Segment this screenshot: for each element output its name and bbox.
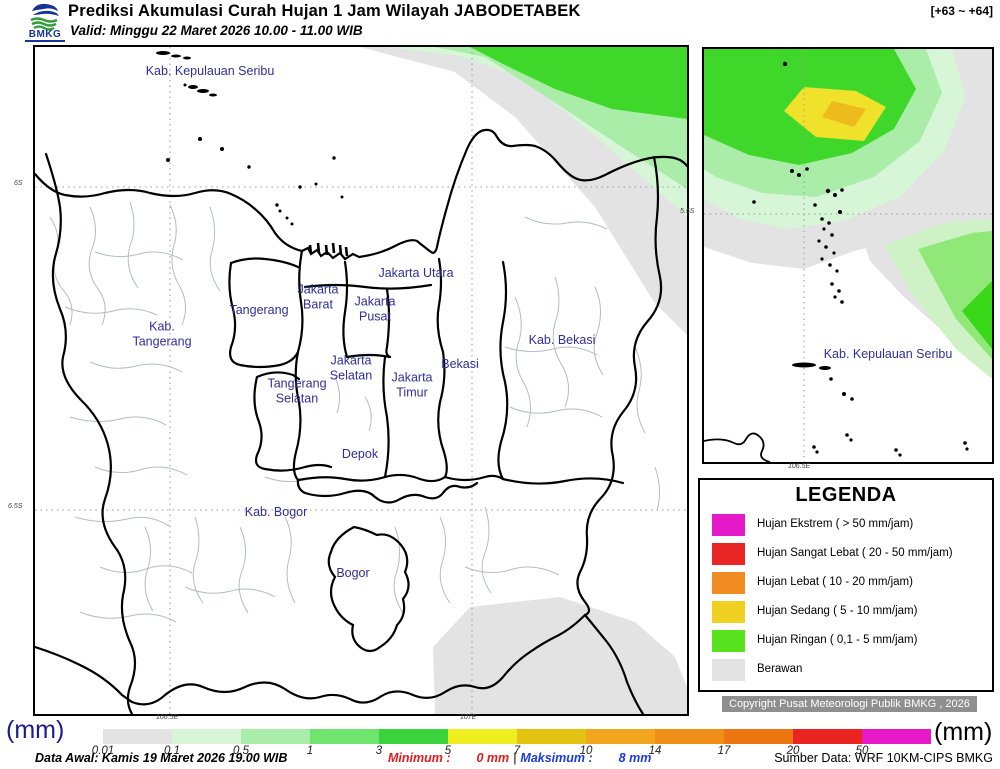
colorbar-tick-label: 3 [375,745,383,757]
minimum-value: 0 mm [476,751,510,765]
legend-color-swatch [712,543,745,565]
colorbar-segment [241,729,310,744]
axis-label-106-5e: 106.5E [156,714,179,721]
colorbar-segment [862,729,931,744]
colorbar-tick-label: 7 [513,745,521,757]
maksimum-value: 8 mm [618,751,652,765]
main-map-graphic [35,47,687,714]
data-awal-text: Data Awal: Kamis 19 Maret 2026 19.00 WIB [35,751,288,765]
bmkg-logo-label: BMKG [25,29,65,42]
legend-box: LEGENDA Hujan Ekstrem ( > 50 mm/jam) Huja… [698,478,994,692]
mini-map-kepulauan-seribu: Kab. Kepulauan Seribu [702,47,994,464]
min-max-values: Minimum : 0 mm | Maksimum : 8 mm [388,751,651,765]
valid-time-subtitle: Valid: Minggu 22 Maret 2026 10.00 - 11.0… [70,23,363,38]
main-map: Kab. Kepulauan Seribu Jakarta Utara Jakart… [33,45,689,716]
copyright-bar: Copyright Pusat Meteorologi Publik BMKG … [722,696,977,712]
legend-item-label: Hujan Sedang ( 5 - 10 mm/jam) [757,605,918,617]
colorbar-tick-label: 0.5 [233,745,249,757]
colorbar-tick-label: 10 [579,745,593,757]
colorbar-tick-label: 0.1 [164,745,180,757]
forecast-hour-window: [+63 ~ +64] [930,4,993,18]
colorbar-tick-label: 0.01 [91,745,115,757]
colorbar-segment [448,729,517,744]
colorbar-tick-label: 50 [855,745,869,757]
colorbar-tick-label: 5 [444,745,452,757]
colorbar-unit-left: (mm) [6,716,65,744]
colorbar-segment [310,729,379,744]
colorbar-segment [517,729,586,744]
legend-color-swatch [712,514,745,536]
legend-item-label: Hujan Ringan ( 0,1 - 5 mm/jam) [757,634,918,646]
legend-color-swatch [712,572,745,594]
legend-item-label: Hujan Lebat ( 10 - 20 mm/jam) [757,576,913,588]
mini-map-graphic [704,49,992,462]
colorbar-segment [724,729,793,744]
minimap-axis-label-5-5s: 5.5S [680,208,695,215]
colorbar-tick-label: 14 [648,745,662,757]
page-title: Prediksi Akumulasi Curah Hujan 1 Jam Wil… [68,2,581,20]
colorbar-segment [793,729,862,744]
axis-label-6s: 6S [14,180,23,187]
axis-label-107e: 107E [460,714,477,721]
minimap-axis-label-106-5e: 106.5E [788,463,811,470]
legend-item-label: Berawan [757,663,803,675]
minmax-separator: | [513,751,517,765]
bmkg-logo-icon [30,3,59,31]
colorbar-segment [655,729,724,744]
colorbar [103,729,931,744]
axis-label-6-5s: 6.5S [8,503,23,510]
data-source-text: Sumber Data: WRF 10KM-CIPS BMKG [774,751,993,765]
colorbar-segment [172,729,241,744]
legend-item-label: Hujan Sangat Lebat ( 20 - 50 mm/jam) [757,547,953,559]
minimum-label: Minimum : [388,751,451,765]
maksimum-label: Maksimum : [520,751,593,765]
colorbar-segment [586,729,655,744]
colorbar-unit-right: (mm) [934,718,993,746]
legend-color-swatch [712,630,745,652]
colorbar-tick-label: 17 [717,745,731,757]
legend-item-label: Hujan Ekstrem ( > 50 mm/jam) [757,518,914,530]
legend-title: LEGENDA [795,484,897,506]
legend-color-swatch [712,659,745,681]
colorbar-ticks: 0.01 0.1 0.5 1 3 5 7 10 14 17 20 50 [92,745,963,759]
colorbar-tick-label: 1 [306,745,314,757]
colorbar-segment [379,729,448,744]
colorbar-tick-label: 20 [786,745,800,757]
colorbar-segment [103,729,172,744]
legend-color-swatch [712,601,745,623]
